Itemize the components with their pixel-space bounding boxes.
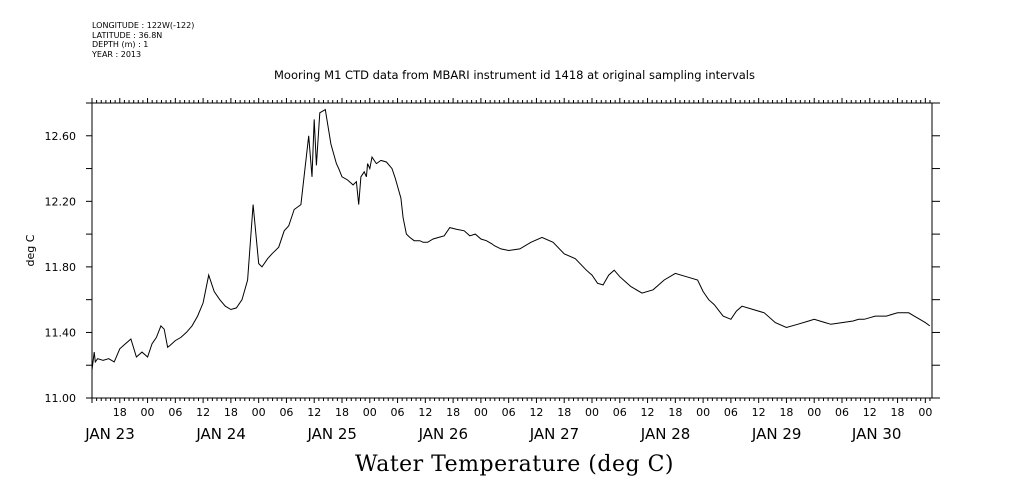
x-hour-tick-label: 18 [446,406,460,419]
chart-title: Mooring M1 CTD data from MBARI instrumen… [274,68,755,82]
x-hour-tick-label: 06 [724,406,738,419]
x-hour-tick-label: 06 [168,406,182,419]
x-hour-tick-label: 00 [252,406,266,419]
y-tick-label: 12.20 [45,195,77,208]
x-hour-tick-label: 06 [391,406,405,419]
x-hour-tick-label: 18 [335,406,349,419]
x-date-label: JAN 24 [195,425,246,443]
x-hour-tick-label: 00 [807,406,821,419]
y-tick-label: 11.00 [45,392,77,405]
x-date-label: JAN 23 [84,425,135,443]
x-date-label: JAN 25 [306,425,357,443]
plot-frame [91,102,933,399]
x-hour-tick-label: 12 [196,406,210,419]
x-hour-tick-label: 06 [613,406,627,419]
y-tick-label: 11.40 [45,326,77,339]
x-hour-tick-label: 12 [641,406,655,419]
x-date-label: JAN 26 [418,425,469,443]
x-hour-tick-label: 18 [779,406,793,419]
x-hour-tick-label: 00 [696,406,710,419]
x-hour-tick-label: 06 [279,406,293,419]
y-axis-label: deg C [24,234,37,266]
x-hour-tick-label: 06 [502,406,516,419]
x-hour-tick-label: 18 [224,406,238,419]
latitude-text: LATITUDE : 36.8N [92,30,163,40]
x-hour-tick-label: 12 [307,406,321,419]
chart-bottom-title: Water Temperature (deg C) [355,452,674,477]
longitude-text: LONGITUDE : 122W(-122) [92,21,195,30]
x-hour-tick-label: 18 [891,406,905,419]
y-tick-label: 12.60 [45,130,77,143]
x-hour-tick-label: 12 [418,406,432,419]
x-hour-tick-label: 00 [363,406,377,419]
x-hour-tick-label: 12 [752,406,766,419]
x-hour-tick-label: 18 [668,406,682,419]
x-hour-tick-label: 00 [141,406,155,419]
x-date-label: JAN 30 [851,425,902,443]
x-hour-tick-label: 06 [835,406,849,419]
y-tick-label: 11.80 [45,261,77,274]
x-date-label: JAN 29 [751,425,802,443]
x-date-label: JAN 28 [640,425,691,443]
metadata-block: LONGITUDE : 122W(-122) LATITUDE : 36.8N … [92,21,194,59]
x-hour-tick-label: 12 [529,406,543,419]
x-date-label: JAN 27 [529,425,580,443]
depth-text: DEPTH (m) : 1 [92,40,149,49]
x-hour-tick-label: 00 [918,406,932,419]
year-text: YEAR : 2013 [92,49,142,59]
x-hour-tick-label: 00 [474,406,488,419]
x-hour-tick-label: 18 [557,406,571,419]
x-hour-tick-label: 12 [863,406,877,419]
series-line-temperature [91,108,931,371]
x-hour-tick-label: 18 [113,406,127,419]
x-hour-tick-label: 00 [585,406,599,419]
